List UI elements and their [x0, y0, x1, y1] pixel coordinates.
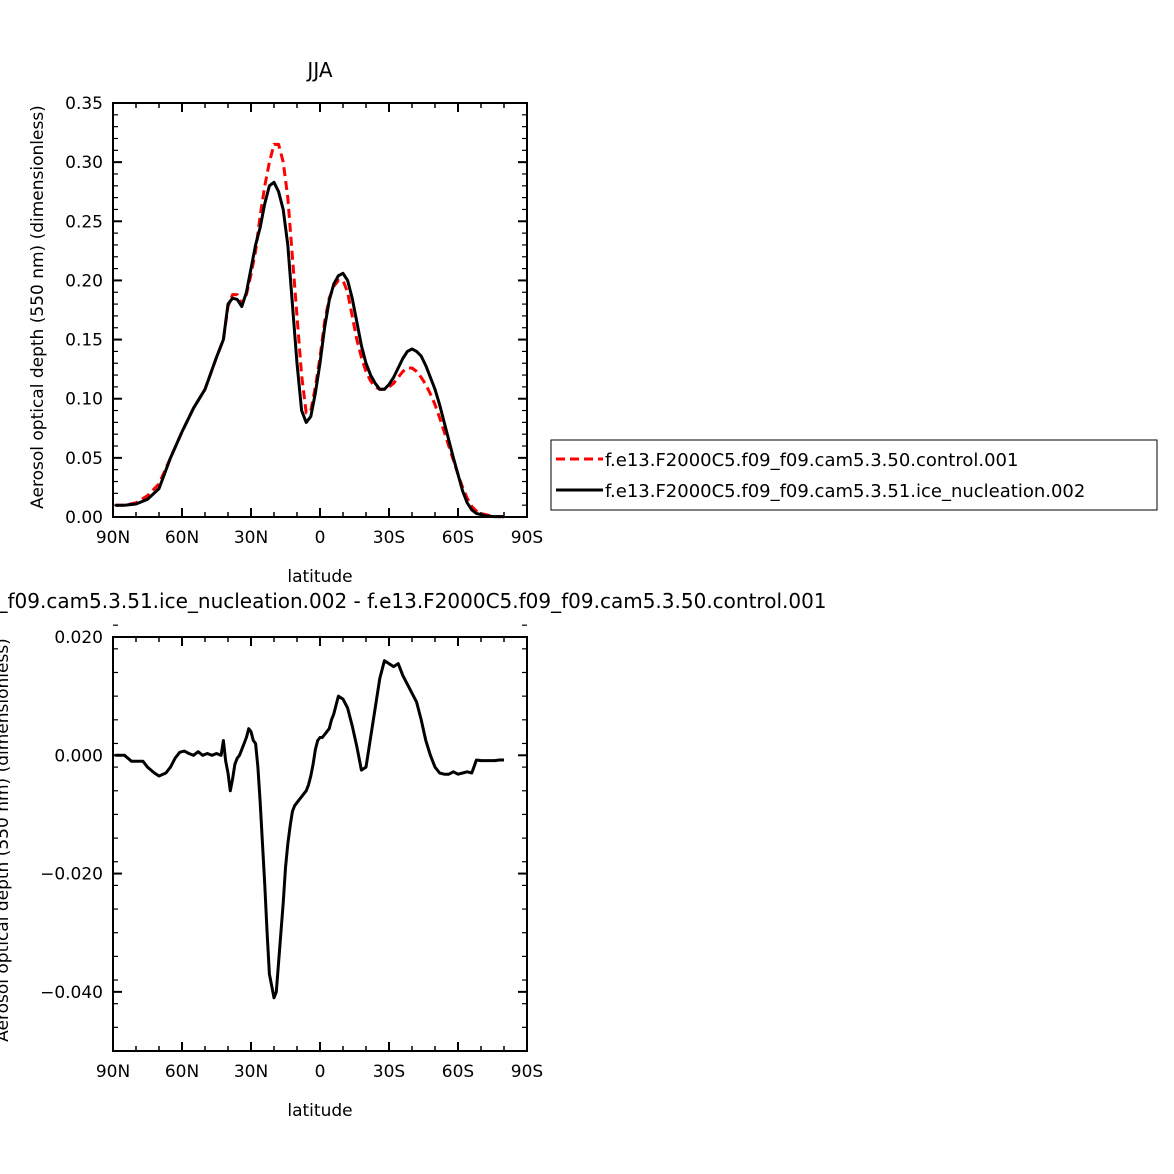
bottom-series-line-0: [115, 659, 504, 1000]
bottom-panel: f.e13.F2000C5.f09_f09.cam5.3.51.ice_nucl…: [0, 589, 827, 1121]
top-x-axis-label: latitude: [287, 567, 352, 587]
top-x-tick-label: 90S: [511, 528, 543, 548]
bottom-x-tick-label: 0: [315, 1062, 326, 1082]
top-x-tick-label: 60S: [442, 528, 474, 548]
top-panel: JJA Aerosol optical depth (550 nm) (dime…: [28, 58, 543, 587]
bottom-x-tick-label: 60N: [165, 1062, 199, 1082]
top-y-axis-label: Aerosol optical depth (550 nm) (dimensio…: [28, 105, 48, 509]
top-axis-ticks: 90N 60N 30N 0 30S 60S 90S 0.00 0.05 0.10 0.15 0.20 0…: [65, 94, 543, 548]
top-y-tick-label: 0.05: [65, 449, 103, 469]
legend-label-ice-nucleation: f.e13.F2000C5.f09_f09.cam5.3.51.ice_nucl…: [605, 481, 1085, 502]
bottom-x-tick-label: 90S: [511, 1062, 543, 1082]
top-x-tick-label: 0: [315, 528, 326, 548]
top-y-tick-label: 0.10: [65, 390, 103, 410]
bottom-axis-ticks: 90N 60N 30N 0 30S 60S 90S −0.040 −0.020 0.000 0.02…: [40, 624, 543, 1082]
legend: f.e13.F2000C5.f09_f09.cam5.3.50.control.…: [550, 439, 1158, 511]
bottom-chart-title: f.e13.F2000C5.f09_f09.cam5.3.51.ice_nucl…: [0, 589, 827, 613]
top-x-tick-label: 60N: [165, 528, 199, 548]
top-series-line-1: [115, 180, 504, 519]
top-y-tick-label: 0.00: [65, 508, 103, 528]
top-y-tick-label: 0.20: [65, 271, 103, 291]
bottom-y-axis-label: Aerosol optical depth (550 nm) (dimensio…: [0, 638, 13, 1042]
top-x-tick-label: 90N: [96, 528, 130, 548]
top-series-lines: [115, 142, 504, 519]
bottom-x-tick-label: 30N: [234, 1062, 268, 1082]
bottom-x-tick-label: 30S: [373, 1062, 405, 1082]
bottom-y-tick-label: 0.000: [54, 746, 103, 766]
top-y-tick-label: 0.35: [65, 94, 103, 114]
bottom-series-lines: [115, 659, 504, 1000]
top-y-tick-label: 0.15: [65, 331, 103, 351]
top-x-tick-label: 30S: [373, 528, 405, 548]
bottom-y-tick-label: 0.020: [54, 628, 103, 648]
top-series-line-0: [115, 142, 504, 519]
legend-box: [550, 439, 1158, 511]
top-y-tick-label: 0.25: [65, 212, 103, 232]
legend-label-control: f.e13.F2000C5.f09_f09.cam5.3.50.control.…: [605, 450, 1018, 471]
bottom-x-tick-label: 90N: [96, 1062, 130, 1082]
bottom-x-axis-label: latitude: [287, 1101, 352, 1121]
bottom-y-tick-label: −0.020: [40, 865, 103, 885]
bottom-x-tick-label: 60S: [442, 1062, 474, 1082]
top-plot-frame: [112, 102, 528, 518]
top-x-tick-label: 30N: [234, 528, 268, 548]
top-chart-title: JJA: [305, 58, 332, 82]
bottom-plot-frame: [112, 636, 528, 1052]
top-y-tick-label: 0.30: [65, 153, 103, 173]
bottom-y-tick-label: −0.040: [40, 983, 103, 1003]
